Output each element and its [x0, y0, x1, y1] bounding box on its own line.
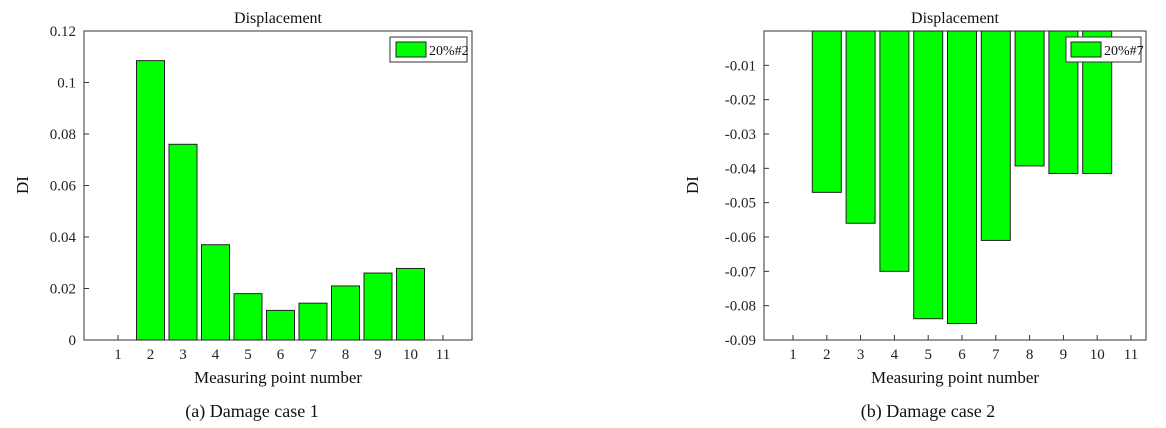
- chart-b-x-axis-label: Measuring point number: [871, 368, 1039, 387]
- chart-b-x-tick-label: 2: [823, 347, 831, 363]
- chart-b-y-tick-label: -0.01: [725, 58, 756, 74]
- chart-b-x-tick-label: 7: [992, 347, 1000, 363]
- chart-a-x-axis-label: Measuring point number: [194, 368, 362, 387]
- chart-b-x-tick-label: 11: [1124, 347, 1138, 363]
- chart-a-x-tick-label: 7: [309, 347, 317, 363]
- chart-b-legend-label: 20%#7: [1104, 44, 1144, 59]
- chart-a-legend-swatch: [395, 41, 427, 58]
- chart-a-x-tick-label: 10: [403, 347, 418, 363]
- chart-b-y-tick-label: -0.08: [725, 299, 756, 315]
- chart-a-bar-6: [266, 309, 295, 341]
- chart-b-legend-swatch: [1070, 41, 1102, 58]
- chart-b-x-tick-label: 8: [1026, 347, 1034, 363]
- chart-a-y-tick-label: 0.08: [50, 127, 76, 143]
- chart-a-bars: [136, 60, 425, 341]
- chart-b-y-tick-label: -0.04: [725, 161, 757, 177]
- chart-b-legend: 20%#7: [1065, 36, 1144, 63]
- chart-a-x-tick-label: 4: [212, 347, 220, 363]
- chart-b-y-tick-label: -0.09: [725, 333, 756, 349]
- chart-a-x-tick-label: 6: [277, 347, 285, 363]
- chart-b-x-tick-label: 3: [857, 347, 865, 363]
- chart-b-bar-2: [811, 30, 842, 193]
- chart-a-bar-4: [201, 244, 230, 341]
- chart-a-x-tick-label: 2: [147, 347, 155, 363]
- chart-b-x-tick-label: 5: [924, 347, 932, 363]
- chart-b-bar-7: [980, 30, 1011, 241]
- chart-b-bar-4: [879, 30, 910, 272]
- chart-a-bar-2: [136, 60, 165, 341]
- chart-b-x-ticks: 1 2 3 4 5 6 7 8 9 10 11: [789, 335, 1138, 363]
- chart-b-x-tick-label: 9: [1060, 347, 1068, 363]
- chart-a-bar-8: [331, 285, 360, 341]
- chart-b-y-tick-label: -0.03: [725, 127, 756, 143]
- chart-a-y-tick-label: 0.12: [50, 24, 76, 40]
- chart-a-y-axis-label: DI: [13, 176, 32, 194]
- chart-b-x-tick-label: 6: [958, 347, 966, 363]
- chart-b-y-ticks: -0.09 -0.08 -0.07 -0.06 -0.05 -0.04 -0.03 -0.02…: [725, 58, 769, 349]
- chart-b-bar-5: [913, 30, 944, 320]
- chart-a-y-tick-label: 0.04: [50, 230, 77, 246]
- chart-a-caption: (a) Damage case 1: [185, 401, 318, 422]
- chart-b: Displacement DI Measuring point number (…: [683, 10, 1147, 422]
- chart-a-y-tick-label: 0.06: [50, 179, 77, 195]
- chart-b-y-axis-label: DI: [683, 176, 702, 194]
- chart-b-title: Displacement: [911, 10, 1000, 27]
- chart-b-x-tick-label: 10: [1090, 347, 1105, 363]
- chart-a-x-tick-label: 5: [244, 347, 252, 363]
- chart-a: Displacement DI Measuring point number (…: [13, 10, 473, 422]
- chart-a-y-tick-label: 0: [69, 333, 77, 349]
- chart-a-bar-9: [363, 272, 393, 341]
- chart-a-y-ticks: 0 0.02 0.04 0.06 0.08 0.1 0.12: [50, 24, 89, 349]
- chart-a-legend-label: 20%#2: [429, 44, 469, 59]
- chart-a-x-tick-label: 3: [179, 347, 187, 363]
- chart-b-y-tick-label: -0.02: [725, 93, 756, 109]
- chart-b-y-tick-label: -0.05: [725, 196, 756, 212]
- chart-b-bar-6: [947, 30, 977, 325]
- chart-a-x-tick-label: 8: [342, 347, 350, 363]
- chart-a-bar-7: [298, 302, 328, 341]
- chart-a-x-tick-label: 11: [436, 347, 450, 363]
- chart-a-x-tick-label: 1: [114, 347, 122, 363]
- chart-a-bar-3: [168, 143, 198, 341]
- chart-a-y-tick-label: 0.1: [57, 76, 76, 92]
- chart-b-y-tick-label: -0.07: [725, 264, 757, 280]
- chart-a-y-tick-label: 0.02: [50, 282, 76, 298]
- chart-a-x-tick-label: 9: [374, 347, 382, 363]
- chart-a-bar-10: [396, 267, 425, 341]
- chart-b-y-tick-label: -0.06: [725, 230, 757, 246]
- chart-a-title: Displacement: [234, 10, 323, 27]
- chart-b-x-tick-label: 1: [789, 347, 797, 363]
- chart-b-bar-8: [1014, 30, 1045, 167]
- chart-b-x-tick-label: 4: [891, 347, 899, 363]
- chart-a-bar-5: [233, 293, 263, 341]
- chart-b-caption: (b) Damage case 2: [861, 401, 995, 422]
- chart-b-bar-3: [845, 30, 876, 224]
- chart-a-legend: 20%#2: [389, 36, 469, 63]
